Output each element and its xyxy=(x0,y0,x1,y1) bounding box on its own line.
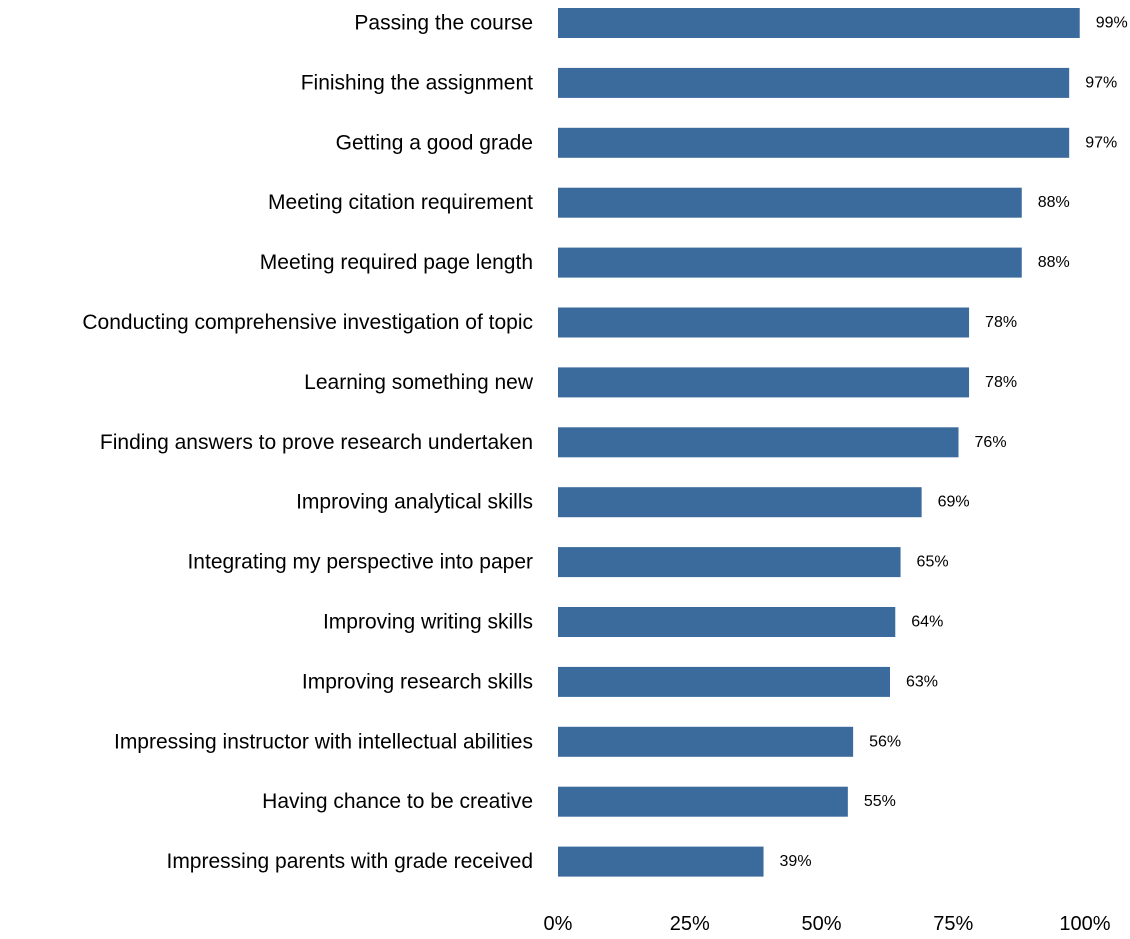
x-tick-label: 100% xyxy=(1059,913,1110,935)
category-label: Conducting comprehensive investigation o… xyxy=(82,311,533,334)
bar xyxy=(558,726,854,757)
bar xyxy=(558,786,848,817)
bars-layer xyxy=(558,8,1080,877)
bar xyxy=(558,846,764,877)
category-label: Impressing instructor with intellectual … xyxy=(114,730,533,753)
category-label: Learning something new xyxy=(304,371,534,394)
category-label: Finishing the assignment xyxy=(301,71,533,94)
bar xyxy=(558,67,1070,98)
bar xyxy=(558,187,1022,218)
value-label: 99% xyxy=(1096,15,1128,32)
value-label: 39% xyxy=(780,853,812,870)
value-label: 64% xyxy=(911,614,943,631)
category-label: Improving analytical skills xyxy=(296,491,533,514)
bar xyxy=(558,547,901,578)
category-label: Passing the course xyxy=(354,12,533,35)
value-label: 55% xyxy=(864,793,896,810)
value-label: 88% xyxy=(1038,254,1070,271)
value-label: 88% xyxy=(1038,194,1070,211)
bar xyxy=(558,487,922,518)
category-label: Finding answers to prove research undert… xyxy=(100,431,533,454)
category-label: Improving research skills xyxy=(302,670,533,693)
bar xyxy=(558,247,1022,278)
value-label: 78% xyxy=(985,314,1017,331)
category-label: Meeting citation requirement xyxy=(268,191,533,214)
x-tick-label: 25% xyxy=(670,913,710,935)
value-label: 63% xyxy=(906,673,938,690)
x-tick-label: 75% xyxy=(933,913,973,935)
category-label: Getting a good grade xyxy=(336,131,533,154)
bar xyxy=(558,8,1080,38)
value-label: 97% xyxy=(1085,74,1117,91)
value-labels: 99% 97% 97% 88% 88% 78% 78% 76% 69% 65% 64% 63% 56% 5… xyxy=(780,15,1128,871)
x-tick-label: 50% xyxy=(801,913,841,935)
category-label: Meeting required page length xyxy=(260,251,533,274)
value-label: 78% xyxy=(985,374,1017,391)
category-labels: Passing the course Finishing the assignme… xyxy=(82,12,533,874)
bar xyxy=(558,666,891,697)
bar xyxy=(558,307,970,338)
x-tick-label: 0% xyxy=(544,913,573,935)
bar xyxy=(558,127,1070,158)
category-label: Improving writing skills xyxy=(323,611,533,634)
value-label: 69% xyxy=(938,494,970,511)
value-label: 97% xyxy=(1085,134,1117,151)
bar xyxy=(558,607,896,637)
category-label: Impressing parents with grade received xyxy=(166,850,533,873)
value-label: 65% xyxy=(917,554,949,571)
category-label: Having chance to be creative xyxy=(262,790,533,813)
value-label: 76% xyxy=(975,434,1007,451)
bar xyxy=(558,427,959,458)
value-label: 56% xyxy=(869,733,901,750)
category-label: Integrating my perspective into paper xyxy=(187,551,533,574)
bar xyxy=(558,367,970,398)
x-axis-tick-labels: 0% 25% 50% 75% 100% xyxy=(544,913,1111,935)
